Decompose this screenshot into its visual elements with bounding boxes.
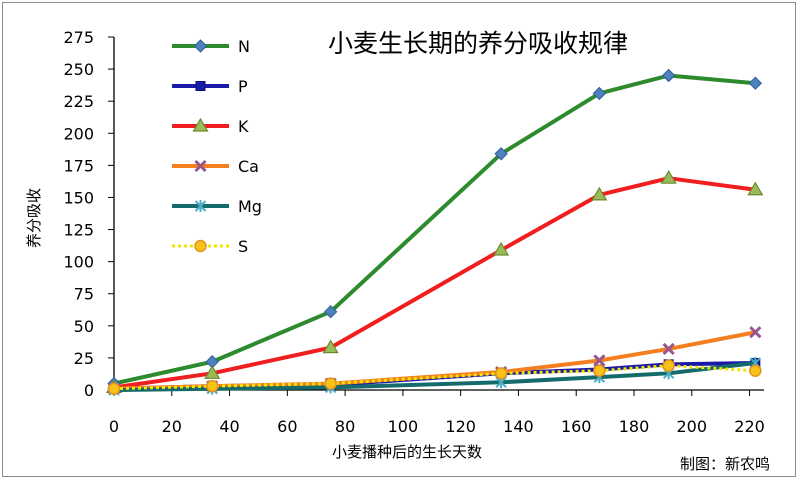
data-point-k xyxy=(591,186,608,201)
legend-marker-ca xyxy=(194,159,207,173)
legend-label-ca: Ca xyxy=(238,157,259,176)
x-tick-label: 20 xyxy=(162,417,182,436)
data-point-n xyxy=(323,304,338,319)
legend-label-p: P xyxy=(238,77,248,96)
legend-marker-k xyxy=(192,117,209,132)
data-point-s xyxy=(662,359,675,372)
legend-marker-s xyxy=(194,239,207,253)
x-tick-label: 0 xyxy=(109,417,119,436)
y-tick-label: 250 xyxy=(63,60,94,79)
data-point-n xyxy=(661,68,676,83)
x-tick-label: 160 xyxy=(561,417,592,436)
legend-item-mg: Mg xyxy=(172,197,262,216)
data-point-k xyxy=(322,339,339,354)
x-tick-label: 40 xyxy=(219,417,239,436)
data-point-k xyxy=(660,170,677,184)
y-axis-label: 养分吸收 xyxy=(25,188,43,248)
series-s xyxy=(107,359,762,395)
data-point-s xyxy=(593,364,606,377)
data-point-k xyxy=(747,181,764,196)
data-point-ca xyxy=(662,342,675,355)
y-tick-label: 50 xyxy=(74,317,94,336)
data-point-k xyxy=(204,365,221,379)
data-point-n xyxy=(592,86,607,101)
data-point-s xyxy=(107,382,121,395)
data-point-ca xyxy=(593,354,606,367)
legend-item-n: N xyxy=(172,37,250,56)
legend-marker-mg xyxy=(194,200,207,212)
y-tick-label: 25 xyxy=(74,349,94,368)
data-point-n xyxy=(748,76,763,90)
x-tick-label: 120 xyxy=(445,417,476,436)
legend-label-n: N xyxy=(238,37,250,56)
x-tick-label: 140 xyxy=(503,417,534,436)
data-point-k xyxy=(493,241,510,256)
legend-marker-n xyxy=(193,39,208,53)
legend-item-k: K xyxy=(172,117,249,136)
legend-item-s: S xyxy=(172,237,248,256)
data-point-s xyxy=(205,379,219,393)
x-tick-label: 200 xyxy=(677,417,708,436)
y-tick-label: 75 xyxy=(74,285,94,304)
y-tick-label: 200 xyxy=(63,124,94,143)
x-tick-label: 220 xyxy=(734,417,765,436)
series-line-n xyxy=(113,73,756,386)
y-tick-label: 150 xyxy=(63,188,94,207)
legend: N P K Ca Mg S xyxy=(172,37,262,256)
legend-label-k: K xyxy=(238,117,249,136)
y-tick-label: 125 xyxy=(63,221,94,240)
x-tick-label: 180 xyxy=(619,417,650,436)
legend-item-ca: Ca xyxy=(172,157,259,176)
y-tick-label: 175 xyxy=(63,156,94,175)
y-tick-label: 275 xyxy=(63,28,94,47)
series-layer xyxy=(105,68,764,396)
data-point-ca xyxy=(749,326,762,339)
y-tick-label: 0 xyxy=(84,381,94,400)
y-tick-label: 225 xyxy=(63,92,94,111)
data-point-n xyxy=(494,147,508,161)
data-point-s xyxy=(749,364,762,377)
chart-title: 小麦生长期的养分吸收规律 xyxy=(328,29,628,58)
legend-label-s: S xyxy=(238,237,248,256)
data-point-s xyxy=(324,377,337,390)
x-tick-label: 100 xyxy=(388,417,419,436)
x-tick-label: 80 xyxy=(335,417,355,436)
series-line-k xyxy=(113,176,756,390)
credit-text: 制图：新农鸣 xyxy=(680,455,770,473)
y-tick-label: 100 xyxy=(63,253,94,272)
legend-marker-p xyxy=(195,81,206,91)
x-axis-label: 小麦播种后的生长天数 xyxy=(332,443,482,461)
legend-label-mg: Mg xyxy=(238,197,262,216)
series-n xyxy=(107,68,763,391)
x-tick-label: 60 xyxy=(277,417,297,436)
legend-item-p: P xyxy=(172,77,248,96)
data-point-s xyxy=(494,367,508,380)
